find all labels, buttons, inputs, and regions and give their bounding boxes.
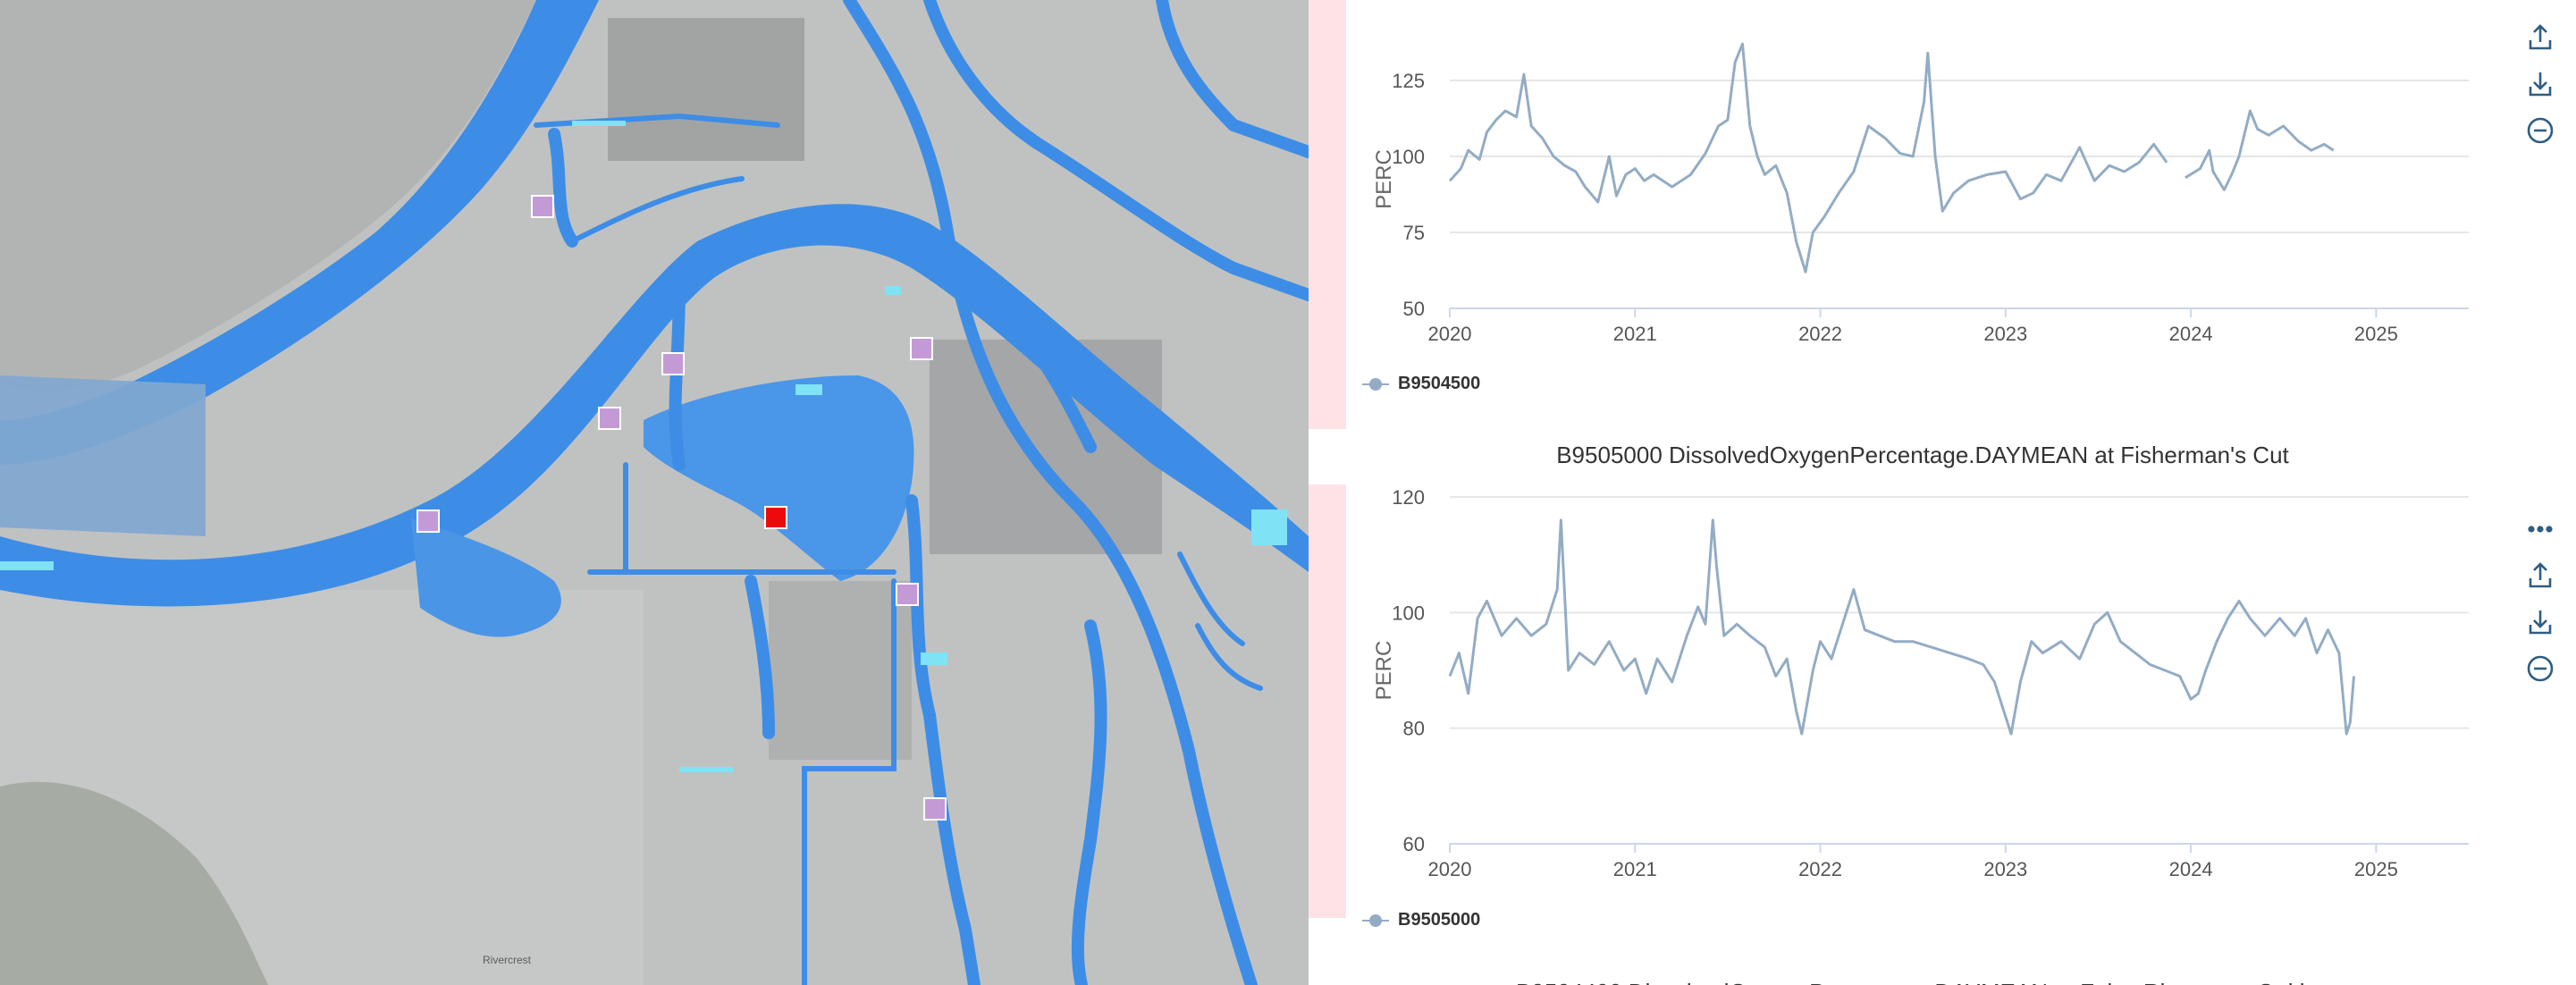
upload-icon xyxy=(2529,24,2552,50)
chart-panel: 50 75 100 125 2020 2021 2022 2023 2024 2025 PERC B… xyxy=(1346,0,2576,985)
upload-icon xyxy=(2529,562,2552,588)
y-tick-label: 60 xyxy=(1403,833,1425,855)
legend-label: B9504500 xyxy=(1398,374,1481,393)
x-tick-label: 2020 xyxy=(1428,858,1472,880)
download-icon xyxy=(2529,610,2552,635)
x-tick-label: 2024 xyxy=(2169,858,2213,880)
station-marker-selected[interactable] xyxy=(764,506,787,529)
terrain-map: Rivercrest xyxy=(0,0,1309,985)
next-chart-title: B9504400 DissolvedOxygenPercentage.DAYME… xyxy=(1346,974,2499,985)
x-tick-label: 2025 xyxy=(2354,858,2398,880)
remove-chart-button[interactable] xyxy=(2522,651,2558,686)
station-marker[interactable] xyxy=(896,583,919,606)
legend-item[interactable]: B9505000 xyxy=(1362,910,1480,930)
chart-toolbar xyxy=(2517,20,2563,159)
legend-marker-icon xyxy=(1362,377,1389,391)
y-tick-label: 120 xyxy=(1392,486,1425,509)
station-marker[interactable] xyxy=(417,509,440,533)
minus-circle-icon xyxy=(2527,655,2554,682)
chart-highlight-bar xyxy=(1309,484,1346,918)
station-marker[interactable] xyxy=(910,337,933,360)
x-tick-label: 2021 xyxy=(1613,323,1657,345)
x-tick-label: 2022 xyxy=(1798,858,1842,880)
x-tick-label: 2025 xyxy=(2354,323,2398,345)
y-tick-label: 50 xyxy=(1403,298,1425,320)
x-tick-label: 2023 xyxy=(1983,858,2027,880)
station-marker[interactable] xyxy=(923,797,947,821)
x-tick-label: 2022 xyxy=(1798,323,1842,345)
y-tick-label: 100 xyxy=(1392,146,1425,168)
series-line xyxy=(1448,518,2355,736)
export-button[interactable] xyxy=(2522,558,2558,594)
y-axis-label: PERC xyxy=(1372,149,1396,209)
chart-toolbar xyxy=(2517,511,2563,697)
station-marker[interactable] xyxy=(598,407,621,430)
more-options-button[interactable] xyxy=(2522,511,2558,547)
y-tick-label: 80 xyxy=(1403,718,1425,740)
series-line xyxy=(1448,42,2335,274)
remove-chart-button[interactable] xyxy=(2522,113,2558,148)
legend-item[interactable]: B9504500 xyxy=(1362,374,1480,394)
station-marker[interactable] xyxy=(661,352,685,375)
x-tick-label: 2024 xyxy=(2169,323,2213,345)
minus-circle-icon xyxy=(2527,117,2554,144)
legend-label: B9505000 xyxy=(1398,910,1481,930)
x-tick-label: 2020 xyxy=(1428,323,1472,345)
legend-marker-icon xyxy=(1362,913,1389,927)
chart-title: B9505000 DissolvedOxygenPercentage.DAYME… xyxy=(1556,442,2289,468)
chart-plot: 60 80 100 120 2020 2021 2022 2023 2024 2025 PERC xyxy=(1372,486,2469,880)
chart-b9505000: 60 80 100 120 2020 2021 2022 2023 2024 2025 PERC B… xyxy=(1346,483,2499,930)
chart-highlight-bar xyxy=(1309,0,1346,429)
download-button[interactable] xyxy=(2522,604,2558,640)
map-view[interactable]: Rivercrest xyxy=(0,0,1309,985)
y-tick-label: 100 xyxy=(1392,602,1425,624)
place-label: Rivercrest xyxy=(483,954,532,966)
y-axis-label: PERC xyxy=(1372,641,1396,701)
download-button[interactable] xyxy=(2522,66,2558,102)
export-button[interactable] xyxy=(2522,20,2558,55)
chart-b9504500: 50 75 100 125 2020 2021 2022 2023 2024 2025 PERC B… xyxy=(1346,0,2499,420)
chart-plot: 50 75 100 125 2020 2021 2022 2023 2024 2025 PERC xyxy=(1372,42,2469,345)
more-icon xyxy=(2528,526,2553,533)
station-marker[interactable] xyxy=(531,195,554,218)
download-icon xyxy=(2529,72,2552,97)
y-tick-label: 75 xyxy=(1403,222,1425,244)
x-tick-label: 2023 xyxy=(1983,323,2027,345)
x-tick-label: 2021 xyxy=(1613,858,1657,880)
y-tick-label: 125 xyxy=(1392,70,1425,92)
